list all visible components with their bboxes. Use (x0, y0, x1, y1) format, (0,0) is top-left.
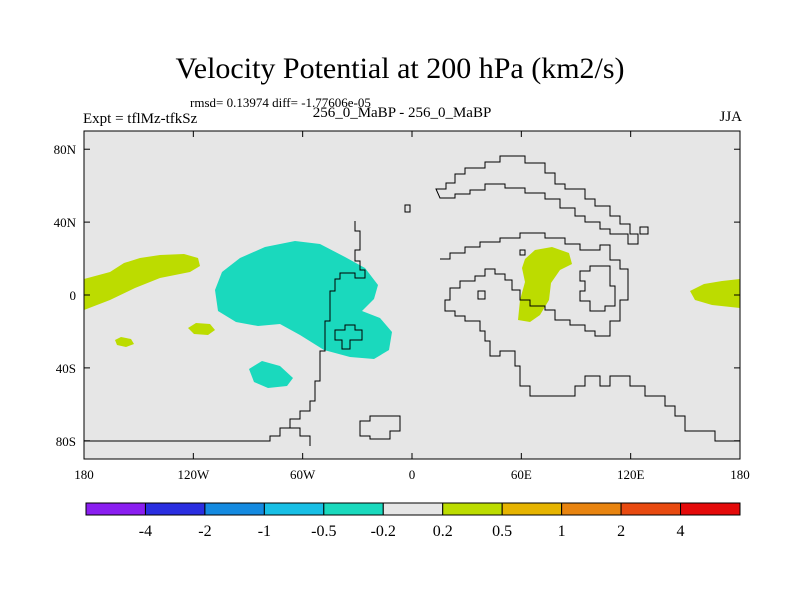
colorbar-swatch (442, 502, 503, 516)
lon-tick-label: 60E (511, 467, 532, 482)
coastline-antarctic-peninsula (290, 427, 311, 446)
experiment-label: Expt = tflMz-tfkSz (83, 111, 198, 127)
coastline-northern-land (435, 155, 639, 245)
colorbar-label: 1 (558, 523, 566, 540)
map-background (84, 131, 740, 459)
negative-anomaly-southeast-pacific (249, 361, 293, 388)
negative-anomaly-south-america (215, 241, 392, 359)
map-title: Velocity Potential at 200 hPa (km2/s) (175, 52, 625, 85)
colorbar-label: -0.2 (371, 523, 396, 540)
colorbar-swatch (85, 502, 146, 516)
positive-anomaly-east-pacific (84, 254, 200, 310)
colorbar-swatch (382, 502, 444, 516)
colorbar-label: 2 (617, 523, 625, 540)
stats-text: rmsd= 0.13974 diff= -1.77606e-05 (190, 95, 371, 110)
colorbar-swatch (144, 502, 206, 516)
colorbar-labels: -4 -2 -1 -0.5 -0.2 0.2 0.5 1 2 4 (139, 523, 685, 540)
coastline-island-indian-ocean (477, 290, 486, 300)
colorbar-label: 4 (677, 523, 685, 540)
colorbar-swatch (323, 502, 384, 516)
lon-tick-label: 180 (74, 467, 94, 482)
season-label: JJA (719, 109, 742, 125)
positive-anomaly-arabian-sea (518, 247, 572, 322)
colorbar-label: -1 (258, 523, 271, 540)
lat-tick-label: 0 (70, 288, 77, 303)
lat-tick-label: 80N (54, 142, 77, 157)
coastline-south-america (84, 221, 366, 442)
anomaly-layer (84, 241, 740, 388)
colorbar-label: -2 (198, 523, 211, 540)
colorbar-swatch (620, 502, 682, 516)
colorbar-label: -0.5 (311, 523, 336, 540)
case-label: 256_0_MaBP - 256_0_MaBP (312, 105, 492, 121)
coastline-small-north-east (639, 226, 649, 235)
colorbar (85, 502, 741, 516)
lon-tick-label: 120E (617, 467, 645, 482)
positive-anomaly-small-1 (115, 337, 134, 347)
colorbar-swatch (680, 502, 741, 516)
lon-tick-label: 180 (730, 467, 750, 482)
lon-tick-label: 120W (177, 467, 210, 482)
coastline-andes-patch (334, 324, 363, 350)
coastline-inner-block (579, 265, 616, 312)
coastline-africa-eurasia (404, 204, 740, 442)
lat-tick-label: 80S (56, 434, 76, 449)
colorbar-swatch (501, 502, 563, 516)
positive-anomaly-small-2 (188, 323, 215, 335)
lon-tick-label: 0 (409, 467, 416, 482)
colorbar-swatch (263, 502, 325, 516)
lon-tick-label: 60W (290, 467, 316, 482)
positive-anomaly-west-pacific (690, 279, 740, 308)
colorbar-swatch (204, 502, 265, 516)
colorbar-swatch (561, 502, 622, 516)
longitude-axis: 180 120W 60W 0 60E 120E 180 (74, 131, 750, 482)
coastline-west-island (519, 249, 526, 256)
lat-tick-label: 40S (56, 361, 76, 376)
latitude-axis: 80N 40N 0 40S 80S (54, 142, 740, 449)
coastlines (84, 155, 740, 446)
coastline-island-south-atlantic (359, 415, 401, 440)
colorbar-label: 0.5 (492, 523, 512, 540)
lat-tick-label: 40N (54, 215, 77, 230)
colorbar-label: -4 (139, 523, 152, 540)
colorbar-label: 0.2 (433, 523, 453, 540)
